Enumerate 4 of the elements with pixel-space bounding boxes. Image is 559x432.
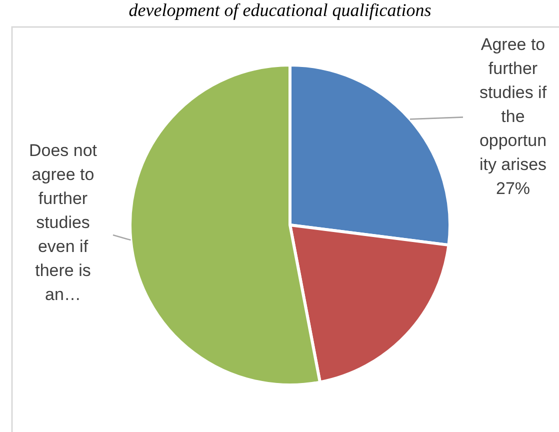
data-label: 27% [496, 179, 530, 198]
slice-label: Does not agree to further studies even if there is an… [28, 141, 98, 304]
slice-label: Agree to further studies if the opportunity arises [479, 35, 547, 174]
chart-title: development of educational qualifications [128, 0, 432, 20]
